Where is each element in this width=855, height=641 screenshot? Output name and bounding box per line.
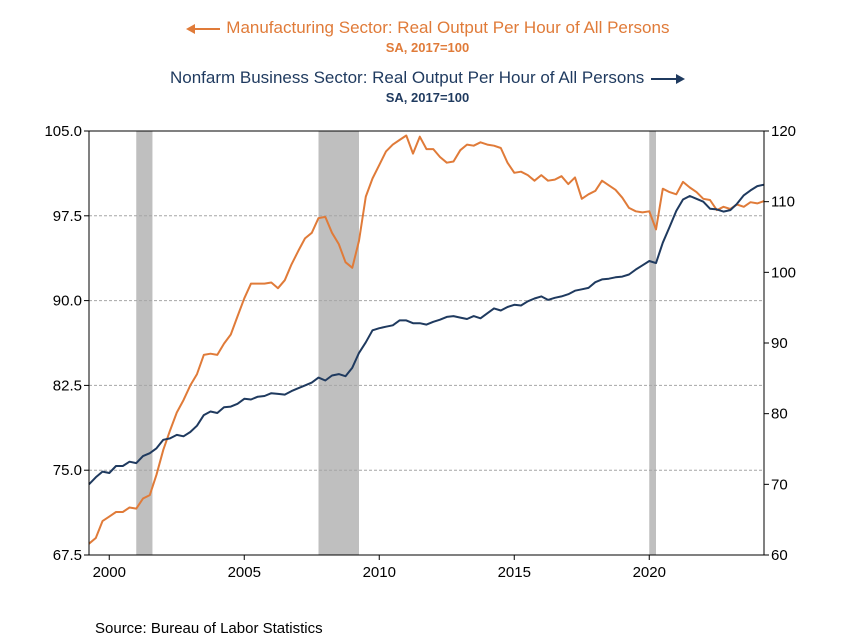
nonfarm-series-subtitle: SA, 2017=100	[385, 90, 470, 105]
nonfarm-series-title-text: Nonfarm Business Sector: Real Output Per…	[169, 68, 645, 87]
manufacturing-line	[88, 134, 765, 545]
recession-band	[318, 131, 359, 555]
manufacturing-series-title: Manufacturing Sector: Real Output Per Ho…	[0, 18, 855, 38]
left-axis-tick-label: 82.5	[53, 377, 82, 394]
recession-band	[136, 131, 153, 555]
x-axis-tick-label: 2000	[93, 564, 126, 581]
right-axis-tick-label: 110	[771, 194, 795, 211]
left-axis-tick-label: 67.5	[53, 547, 82, 564]
nonfarm-series-title: Nonfarm Business Sector: Real Output Per…	[0, 68, 855, 88]
source-note: Source: Bureau of Labor Statistics	[95, 620, 323, 637]
left-axis-tick-label: 97.5	[53, 208, 82, 225]
x-axis-tick-label: 2015	[498, 564, 531, 581]
x-axis-tick-label: 2020	[633, 564, 666, 581]
left-axis-tick-label: 105.0	[44, 123, 82, 140]
x-axis-tick-label: 2005	[228, 564, 261, 581]
right-axis-tick-label: 60	[771, 547, 788, 564]
right-arrow-icon	[651, 73, 686, 84]
right-axis-tick-label: 80	[771, 406, 788, 423]
left-arrow-icon	[185, 23, 220, 34]
right-axis-tick-label: 70	[771, 476, 788, 493]
left-axis-tick-label: 75.0	[53, 462, 82, 479]
right-axis-tick-label: 120	[771, 123, 796, 140]
nonfarm-line	[88, 183, 765, 485]
recession-band	[649, 131, 656, 555]
x-axis-tick-label: 2010	[363, 564, 396, 581]
manufacturing-series-title-text: Manufacturing Sector: Real Output Per Ho…	[226, 18, 670, 37]
manufacturing-series-subtitle: SA, 2017=100	[385, 40, 470, 55]
left-axis-tick-label: 90.0	[53, 293, 82, 310]
right-axis-tick-label: 100	[771, 264, 796, 281]
right-axis-tick-label: 90	[771, 335, 788, 352]
